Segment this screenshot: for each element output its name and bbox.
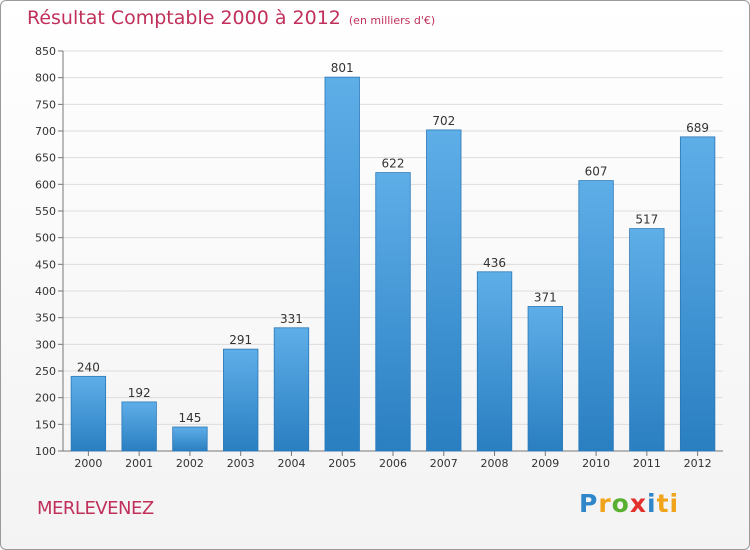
y-tick-label: 650 [35,152,56,165]
bar [426,129,462,452]
y-tick-label: 850 [35,45,56,58]
proxiti-logo[interactable]: Proxiti [579,489,679,518]
x-tick-labels: 2000 2001 2002 2003 2004 2005 2006 2007 2008 2009… [74,457,711,470]
x-tick-label: 2000 [74,457,102,470]
bar [375,172,411,452]
chart-title: Résultat Comptable 2000 à 2012 (en millie… [27,7,435,29]
y-tick-label: 100 [35,445,56,458]
x-tick-label: 2010 [582,457,610,470]
logo-letter: i [647,489,657,518]
x-tick-label: 2004 [277,457,305,470]
x-tick-label: 2006 [379,457,407,470]
x-tick-label: 2001 [125,457,153,470]
y-tick-label: 350 [35,312,56,325]
y-tick-label: 250 [35,365,56,378]
y-tick-label: 150 [35,418,56,431]
logo-letter: P [579,489,599,518]
data-label: 371 [534,290,557,304]
bar [679,136,716,452]
data-label: 436 [483,256,506,270]
data-label: 622 [382,157,405,171]
bar [121,401,157,452]
y-tick-label: 700 [35,125,56,138]
logo-letter: ti [656,489,680,518]
x-tick-label: 2007 [430,457,458,470]
bars [70,76,716,452]
title-text: Résultat Comptable 2000 à 2012 [27,7,341,29]
logo-letter: r [598,489,612,518]
data-label: 240 [77,360,100,374]
logo-letter: o [611,489,630,518]
y-tick-label: 500 [35,232,56,245]
logo-letter: x [629,489,647,518]
bar [629,228,665,452]
data-label: 689 [686,121,709,135]
x-tick-label: 2012 [684,457,712,470]
bar [324,76,360,452]
bar [476,271,513,452]
data-label: 517 [635,213,658,227]
data-labels: 240 192 145 291 331 801 622 702 436 371 607 517 689 [77,61,709,425]
bar [578,180,614,452]
x-tick-label: 2005 [328,457,356,470]
data-label: 145 [178,411,201,425]
bar [172,426,208,452]
data-label: 801 [331,61,354,75]
x-tick-label: 2009 [531,457,559,470]
y-tick-label: 400 [35,285,56,298]
town-name: MERLEVENEZ [37,498,154,519]
data-label: 702 [432,114,455,128]
x-tick-label: 2003 [227,457,255,470]
data-label: 607 [585,165,608,179]
bar [273,327,310,452]
y-tick-label: 800 [35,72,56,85]
y-tick-label: 200 [35,392,56,405]
bar [223,348,259,452]
x-tick-label: 2002 [176,457,204,470]
y-tick-label: 450 [35,258,56,271]
y-tick-label: 600 [35,178,56,191]
bar [527,306,563,452]
y-tick-label: 750 [35,98,56,111]
y-tick-label: 300 [35,338,56,351]
x-tick-label: 2008 [481,457,509,470]
data-label: 291 [229,333,252,347]
y-tick-label: 550 [35,205,56,218]
bar [70,375,107,452]
y-tick-labels: 100 150 200 250 300 350 400 450 500 550 600 650 700 7… [35,45,56,458]
title-unit: (en milliers d'€) [348,14,436,27]
data-label: 192 [128,386,151,400]
data-label: 331 [280,312,303,326]
x-tick-label: 2011 [633,457,661,470]
